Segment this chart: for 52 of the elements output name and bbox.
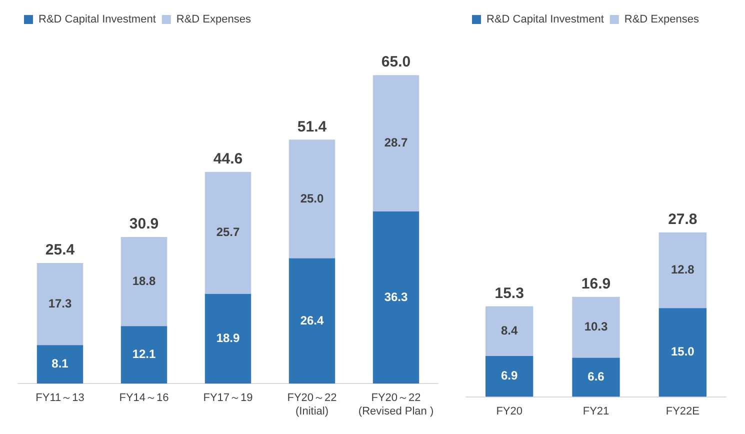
bar: [372, 211, 420, 384]
data-label: 15.0: [670, 344, 695, 359]
total-label: 44.6: [213, 150, 243, 168]
bar: [36, 263, 84, 346]
total-label: 15.3: [494, 284, 524, 302]
total-label: 51.4: [297, 118, 328, 136]
data-label: 18.8: [132, 274, 156, 288]
x-tick-label: FY11～13: [36, 392, 84, 404]
data-label: 25.7: [216, 225, 240, 240]
total-label: 27.8: [668, 210, 698, 228]
x-tick-label: FY20: [496, 405, 522, 418]
data-label: 28.7: [384, 136, 408, 150]
x-tick-label: FY22E: [666, 405, 700, 418]
bar: [36, 345, 84, 384]
bar: [120, 236, 168, 326]
bar: [658, 232, 706, 308]
bar: [204, 294, 252, 384]
data-label: 8.4: [500, 323, 518, 338]
bar: [486, 306, 534, 356]
x-tick-label: FY17～19: [203, 392, 253, 404]
bar: [486, 356, 534, 397]
data-label: 36.3: [384, 290, 408, 304]
data-label: 25.0: [300, 191, 324, 206]
bar: [572, 358, 620, 397]
legend-label: R&D Expenses: [624, 14, 700, 26]
bar: [120, 326, 168, 384]
total-label: 30.9: [129, 216, 159, 233]
data-label: 8.1: [52, 356, 69, 371]
x-tick-label: FY20～22 (Revised Plan ): [358, 392, 434, 418]
bar: [204, 172, 252, 294]
bar: [572, 296, 620, 358]
bar: [288, 258, 336, 384]
data-label: 17.3: [48, 296, 72, 310]
x-tick-label: FY21: [582, 405, 610, 418]
total-label: 25.4: [45, 242, 76, 259]
x-tick-label: FY20～22 (Initial): [287, 392, 337, 418]
data-label: 6.9: [500, 368, 518, 383]
data-label: 12.1: [132, 347, 156, 362]
legend-label: R&D Capital Investment: [486, 14, 604, 26]
bar: [658, 308, 706, 397]
total-label: 65.0: [381, 54, 411, 71]
data-label: 26.4: [300, 313, 324, 328]
bar: [288, 140, 336, 258]
data-label: 18.9: [216, 331, 240, 346]
legend-label: R&D Expenses: [176, 14, 252, 26]
data-label: 12.8: [670, 262, 695, 277]
bar: [372, 75, 420, 212]
x-tick-label: FY14～16: [119, 392, 169, 404]
data-label: 10.3: [584, 320, 608, 334]
data-label: 6.6: [588, 370, 605, 384]
total-label: 16.9: [581, 275, 611, 292]
legend-label: R&D Capital Investment: [38, 14, 156, 26]
